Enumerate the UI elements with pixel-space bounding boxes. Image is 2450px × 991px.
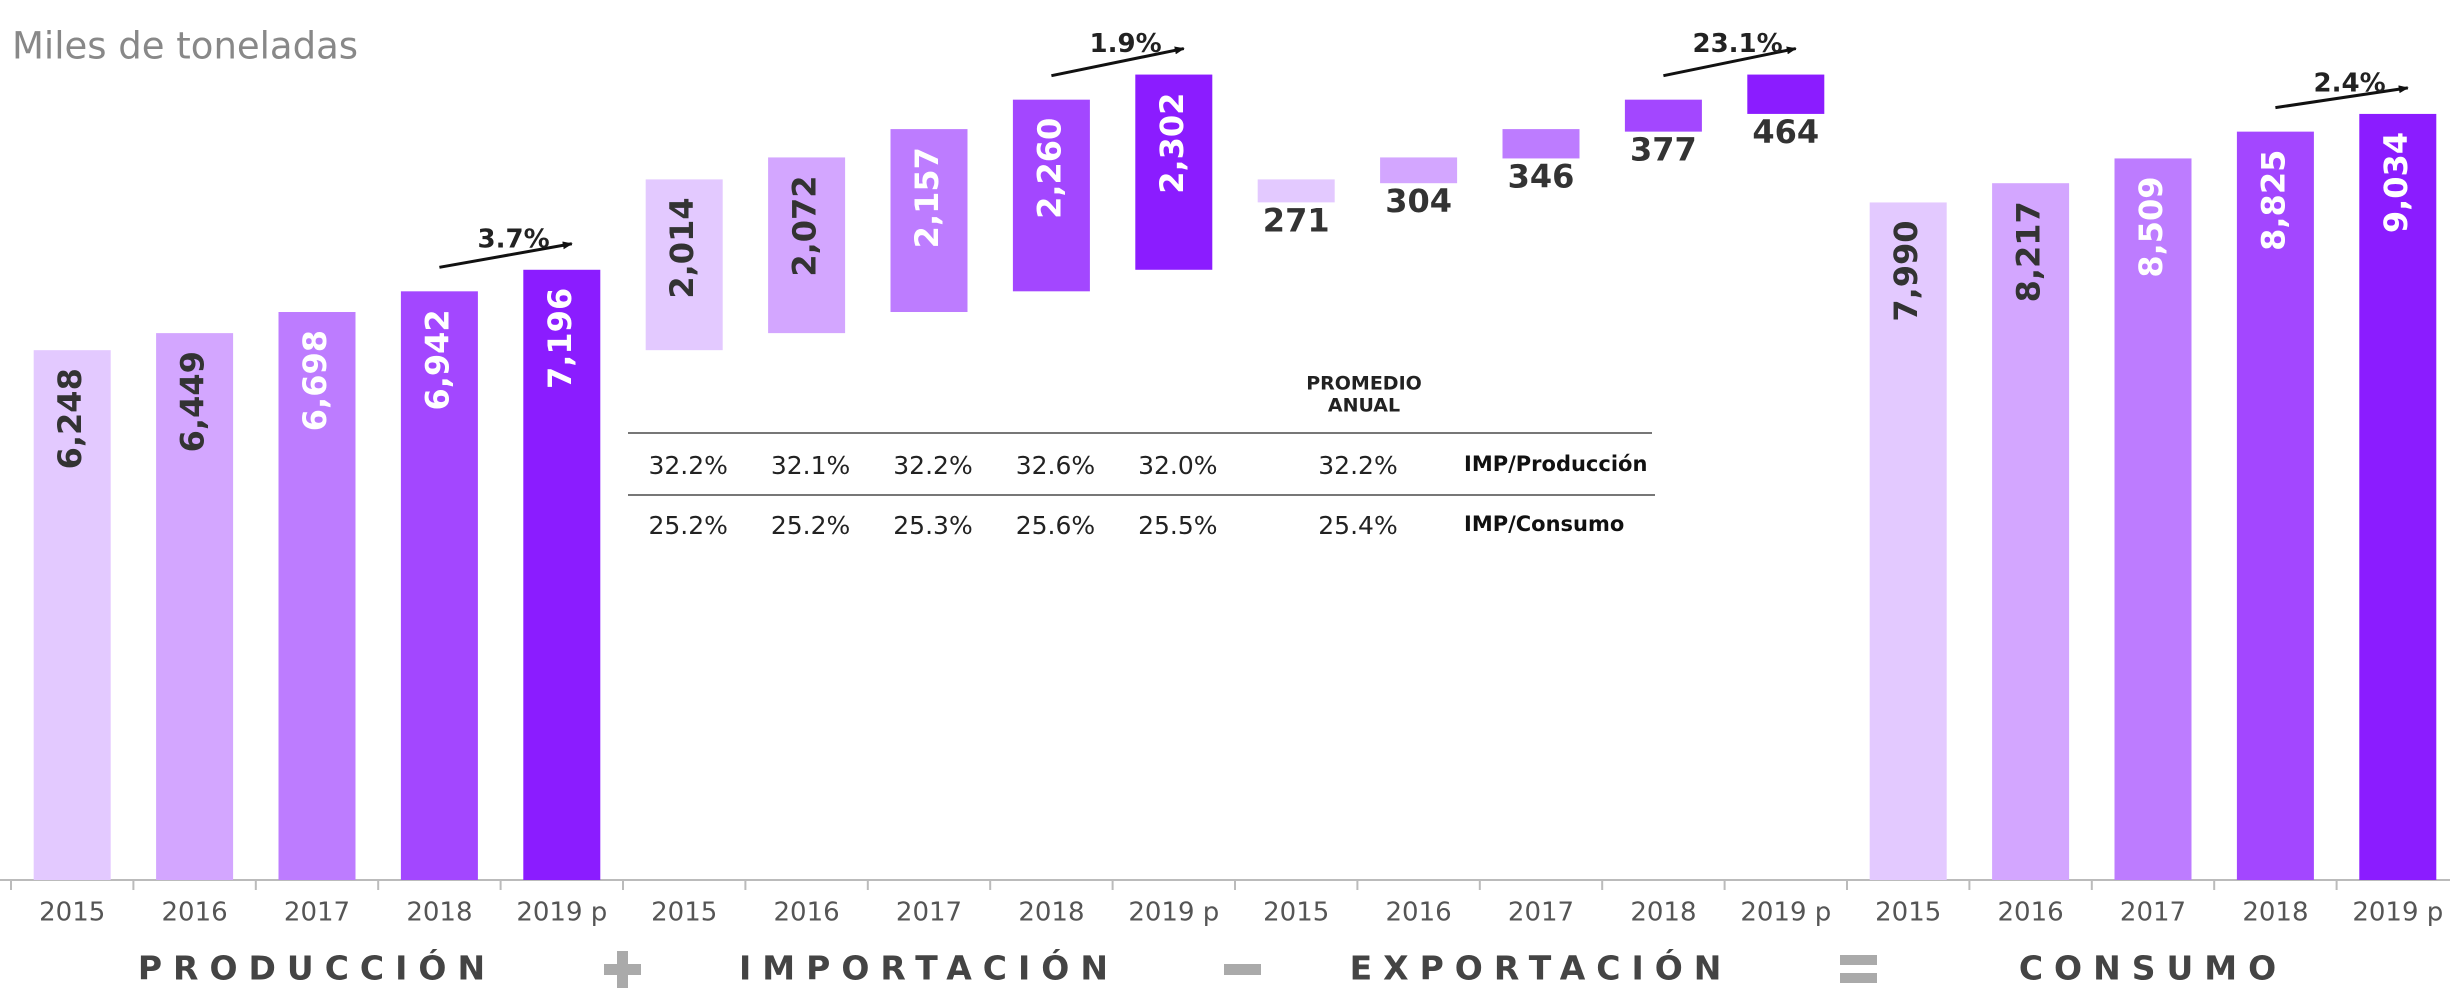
x-tick-label: 2016 (774, 898, 840, 928)
table-cell: 25.2% (648, 511, 727, 540)
table-cell: 32.6% (1016, 451, 1095, 480)
value-label: 304 (1385, 182, 1452, 220)
value-label: 346 (1508, 157, 1575, 195)
bar (1747, 74, 1825, 114)
x-tick-label: 2018 (2242, 898, 2308, 928)
x-tick-label: 2019 p (1128, 898, 1219, 928)
value-label: 2,157 (908, 147, 946, 248)
value-label: 8,825 (2254, 150, 2292, 251)
value-label: 6,248 (51, 368, 89, 469)
bar (1012, 99, 1090, 292)
value-label: 9,034 (2377, 132, 2415, 233)
bar (1992, 183, 2070, 881)
x-tick-label: 2017 (1508, 898, 1574, 928)
bar (768, 157, 846, 334)
table-average: 25.4% (1318, 511, 1397, 540)
growth-label: 23.1% (1692, 29, 1782, 59)
bar (33, 350, 111, 881)
value-label: 377 (1630, 131, 1697, 169)
table-cell: 25.5% (1138, 511, 1217, 540)
bar (278, 312, 356, 880)
bar (2359, 113, 2437, 880)
minus-sign (1224, 964, 1261, 975)
bar (1135, 74, 1213, 270)
group-label: CONSUMO (2019, 949, 2287, 988)
table-average: 32.2% (1318, 451, 1397, 480)
equals-sign (1840, 955, 1877, 965)
value-label: 2,014 (663, 197, 701, 298)
table-row-name: IMP/Consumo (1464, 512, 1624, 536)
plus-sign (617, 951, 628, 988)
x-tick-label: 2019 p (516, 898, 607, 928)
chart-title: Miles de toneladas (12, 25, 358, 68)
growth-arrow (2275, 85, 2409, 110)
bar (523, 269, 601, 881)
x-tick-label: 2019 p (1740, 898, 1831, 928)
bar (1502, 129, 1580, 159)
bar (1869, 202, 1947, 880)
group-label: PRODUCCIÓN (138, 948, 496, 988)
value-label: 271 (1263, 201, 1330, 239)
x-tick-label: 2015 (39, 898, 105, 928)
value-label: 8,217 (2010, 201, 2048, 302)
table-cell: 25.6% (1016, 511, 1095, 540)
table-cell: 25.2% (771, 511, 850, 540)
value-label: 6,942 (418, 309, 456, 410)
table-cell: 32.0% (1138, 451, 1217, 480)
group-label: IMPORTACIÓN (739, 948, 1119, 988)
table-row-name: IMP/Producción (1464, 452, 1647, 476)
value-label: 2,072 (786, 175, 824, 276)
bar (2236, 131, 2314, 880)
value-label: 2,302 (1153, 93, 1191, 194)
x-tick-label: 2018 (1630, 898, 1696, 928)
growth-label: 2.4% (2314, 68, 2386, 98)
bar (1624, 99, 1702, 132)
table-cell: 25.3% (893, 511, 972, 540)
bar (2114, 158, 2192, 881)
group-label: EXPORTACIÓN (1350, 948, 1733, 988)
table-cell: 32.2% (648, 451, 727, 480)
x-tick-label: 2015 (651, 898, 717, 928)
table-cell: 32.2% (893, 451, 972, 480)
value-label: 6,698 (296, 330, 334, 431)
growth-arrow (1663, 46, 1797, 78)
value-label: 8,509 (2132, 176, 2170, 277)
value-label: 6,449 (174, 351, 212, 452)
value-label: 2,260 (1030, 118, 1068, 219)
bar (156, 333, 234, 881)
growth-label: 1.9% (1090, 29, 1162, 59)
value-label: 464 (1752, 113, 1819, 151)
bar (890, 129, 968, 313)
x-tick-label: 2015 (1875, 898, 1941, 928)
x-tick-label: 2017 (2120, 898, 2186, 928)
bar (1380, 157, 1458, 184)
x-tick-label: 2017 (284, 898, 350, 928)
bar (400, 291, 478, 881)
bar (1257, 179, 1335, 203)
growth-label: 3.7% (478, 224, 550, 254)
x-tick-label: 2017 (896, 898, 962, 928)
table-header: PROMEDIO (1306, 373, 1422, 395)
table-cell: 32.1% (771, 451, 850, 480)
value-label: 7,990 (1887, 220, 1925, 321)
bar (645, 179, 723, 351)
x-tick-label: 2016 (162, 898, 228, 928)
equals-sign (1840, 973, 1877, 983)
x-tick-label: 2016 (1386, 898, 1452, 928)
growth-arrow (1051, 46, 1185, 78)
table-header: ANUAL (1328, 395, 1400, 417)
x-tick-label: 2016 (1998, 898, 2064, 928)
x-tick-label: 2019 p (2352, 898, 2443, 928)
x-tick-label: 2018 (406, 898, 472, 928)
operators (604, 951, 1877, 988)
value-label: 7,196 (541, 288, 579, 389)
x-tick-label: 2018 (1018, 898, 1084, 928)
growth-arrow (439, 241, 573, 269)
x-tick-label: 2015 (1263, 898, 1329, 928)
